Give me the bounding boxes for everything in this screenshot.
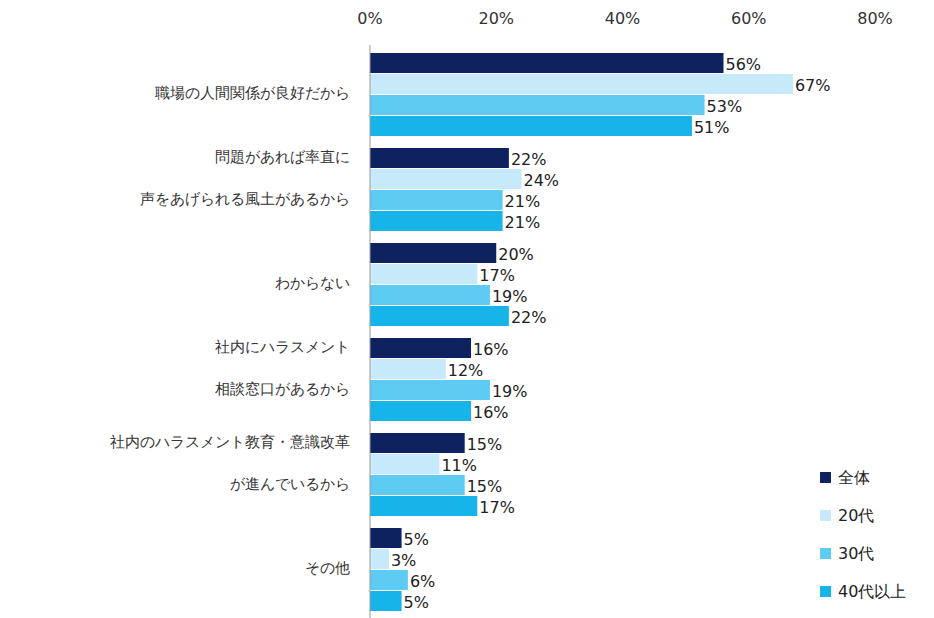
- bar: [370, 401, 471, 421]
- data-label: 53%: [707, 97, 743, 116]
- data-label: 15%: [467, 435, 503, 454]
- category-label: 社内にハラスメント相談窓口があるから: [215, 338, 350, 398]
- data-label: 5%: [404, 593, 429, 612]
- data-label: 17%: [479, 266, 515, 285]
- bar: [370, 496, 477, 516]
- data-label: 16%: [473, 403, 509, 422]
- category-line: 社内のハラスメント教育・意識改革: [110, 433, 350, 451]
- data-label: 20%: [498, 245, 534, 264]
- bar: [370, 591, 402, 611]
- tick-label: 80%: [857, 9, 893, 28]
- bar: [370, 116, 692, 136]
- data-label: 24%: [524, 171, 560, 190]
- axis-line: [370, 45, 371, 618]
- data-label: 21%: [505, 192, 541, 211]
- data-label: 56%: [726, 55, 762, 74]
- legend: 全体 20代 30代 40代以上: [820, 468, 906, 601]
- bar: [370, 570, 408, 590]
- bars: [370, 53, 793, 611]
- bar: [370, 53, 724, 73]
- bar: [370, 95, 705, 115]
- data-label: 17%: [479, 498, 515, 517]
- bar: [370, 285, 490, 305]
- data-label: 6%: [410, 572, 435, 591]
- bar: [370, 380, 490, 400]
- category-label: わからない: [275, 274, 350, 292]
- data-label: 51%: [694, 118, 730, 137]
- bar: [370, 169, 522, 189]
- category-line: が進んでいるから: [230, 475, 350, 493]
- bar: [370, 338, 471, 358]
- bar: [370, 306, 509, 326]
- bar: [370, 243, 496, 263]
- legend-label: 30代: [838, 544, 874, 563]
- tick-label: 40%: [605, 9, 641, 28]
- category-line: 職場の人間関係が良好だから: [155, 84, 350, 102]
- data-labels: 56%67%53%51%22%24%21%21%20%17%19%22%16%1…: [391, 55, 831, 612]
- bar: [370, 264, 477, 284]
- category-label: 社内のハラスメント教育・意識改革が進んでいるから: [110, 433, 350, 493]
- category-line: その他: [305, 559, 350, 577]
- data-label: 67%: [795, 76, 831, 95]
- chart: 0% 20% 40% 60% 80% 56% 67% 53% 51% 22% 24% 21% 21% 20…: [0, 0, 934, 618]
- legend-swatch: [820, 510, 831, 521]
- legend-label: 全体: [838, 468, 870, 487]
- data-label: 21%: [505, 213, 541, 232]
- tick-label: 0%: [357, 9, 382, 28]
- category-line: 問題があれば率直に: [215, 148, 350, 166]
- bar: [370, 549, 389, 569]
- data-label: 12%: [448, 361, 484, 380]
- category-label: その他: [305, 559, 350, 577]
- legend-swatch: [820, 548, 831, 559]
- data-label: 3%: [391, 551, 416, 570]
- legend-label: 40代以上: [838, 582, 906, 601]
- category-line: 声をあげられる風土があるから: [140, 190, 350, 208]
- bar: [370, 190, 503, 210]
- data-label: 11%: [441, 456, 477, 475]
- data-label: 19%: [492, 287, 528, 306]
- bar: [370, 454, 439, 474]
- data-label: 22%: [511, 308, 547, 327]
- category-label: 問題があれば率直に声をあげられる風土があるから: [140, 148, 350, 208]
- legend-swatch: [820, 472, 831, 483]
- bar: [370, 475, 465, 495]
- data-label: 22%: [511, 150, 547, 169]
- category-line: 相談窓口があるから: [215, 380, 350, 398]
- legend-swatch: [820, 586, 831, 597]
- tick-label: 60%: [731, 9, 767, 28]
- bar: [370, 148, 509, 168]
- category-label: 職場の人間関係が良好だから: [155, 84, 350, 102]
- bar: [370, 433, 465, 453]
- data-label: 15%: [467, 477, 503, 496]
- tick-label: 20%: [478, 9, 514, 28]
- data-label: 5%: [404, 530, 429, 549]
- bar: [370, 211, 503, 231]
- category-line: 社内にハラスメント: [215, 338, 350, 356]
- legend-label: 20代: [838, 506, 874, 525]
- bar: [370, 74, 793, 94]
- category-line: わからない: [275, 274, 350, 292]
- data-label: 16%: [473, 340, 509, 359]
- bar: [370, 528, 402, 548]
- data-label: 19%: [492, 382, 528, 401]
- bar: [370, 359, 446, 379]
